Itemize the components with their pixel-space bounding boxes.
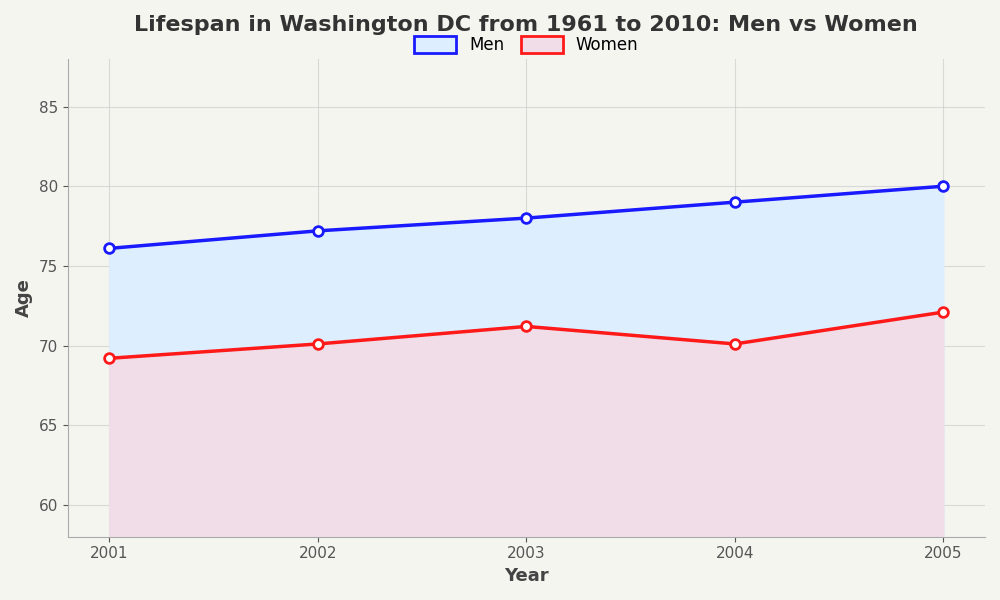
Title: Lifespan in Washington DC from 1961 to 2010: Men vs Women: Lifespan in Washington DC from 1961 to 2… <box>134 15 918 35</box>
Legend: Men, Women: Men, Women <box>407 29 645 61</box>
Y-axis label: Age: Age <box>15 278 33 317</box>
X-axis label: Year: Year <box>504 567 549 585</box>
